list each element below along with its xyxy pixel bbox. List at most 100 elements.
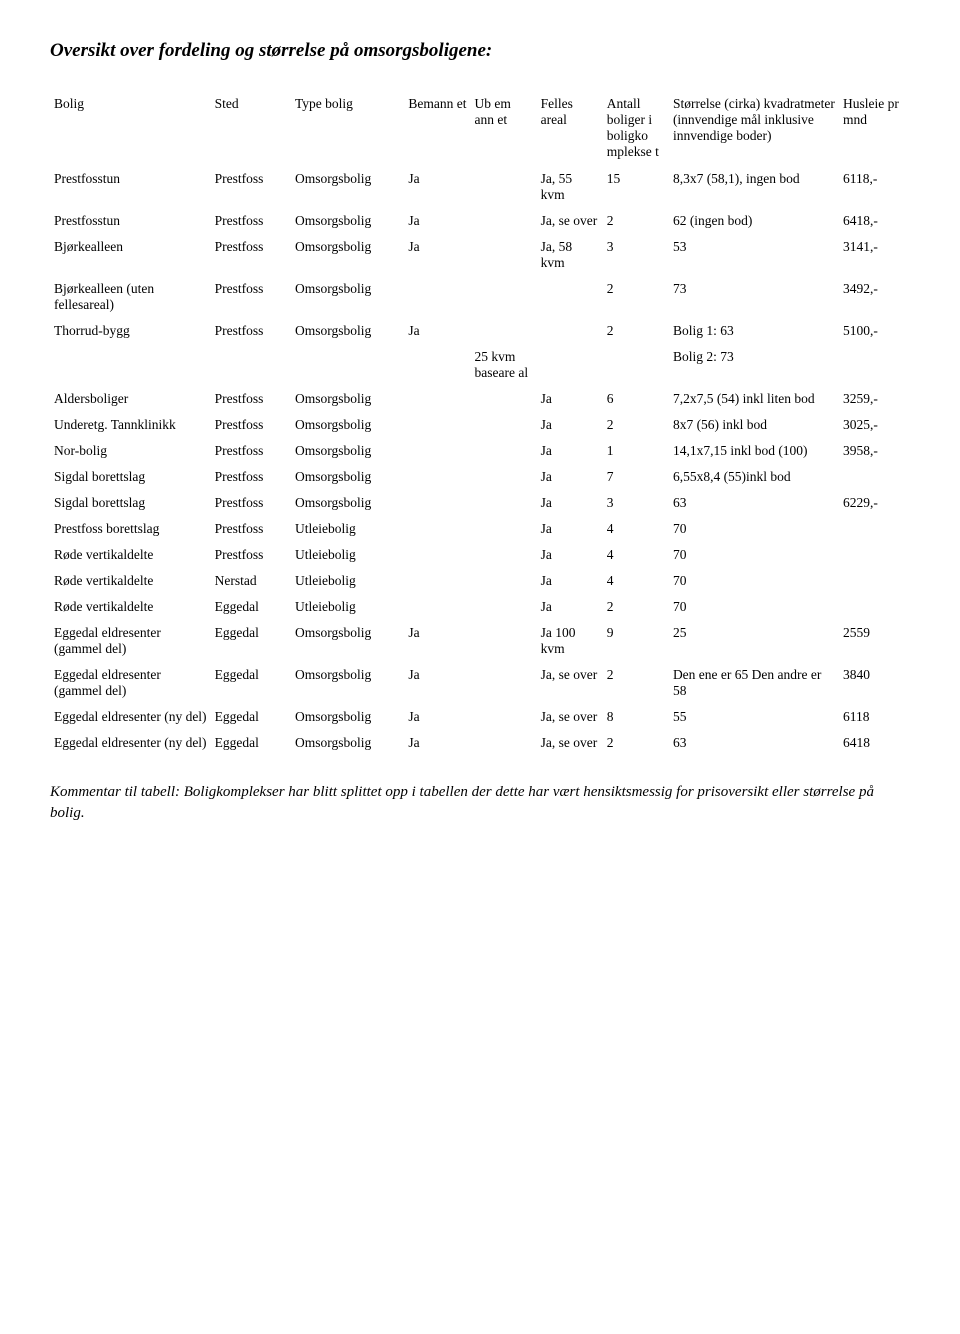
cell-type: Omsorgsbolig: [291, 490, 404, 516]
table-row: Eggedal eldresenter (ny del)EggedalOmsor…: [50, 704, 910, 730]
cell-bemann: Ja: [404, 318, 470, 344]
cell-storrelse: 7,2x7,5 (54) inkl liten bod: [669, 386, 839, 412]
table-row: BjørkealleenPrestfossOmsorgsboligJaJa, 5…: [50, 234, 910, 276]
col-header-antall: Antall boliger i boligko mplekse t: [603, 90, 669, 166]
cell-storrelse: 8x7 (56) inkl bod: [669, 412, 839, 438]
cell-antall: [603, 344, 669, 386]
cell-ub: [471, 412, 537, 438]
cell-antall: 2: [603, 276, 669, 318]
cell-felles: Ja, se over: [537, 704, 603, 730]
cell-bemann: Ja: [404, 730, 470, 756]
cell-sted: Prestfoss: [211, 234, 291, 276]
cell-husleie: 5100,-: [839, 318, 910, 344]
cell-ub: 25 kvm baseare al: [471, 344, 537, 386]
cell-felles: Ja, 58 kvm: [537, 234, 603, 276]
cell-felles: Ja: [537, 516, 603, 542]
col-header-type: Type bolig: [291, 90, 404, 166]
cell-husleie: [839, 464, 910, 490]
cell-type: Omsorgsbolig: [291, 318, 404, 344]
cell-storrelse: Bolig 2: 73: [669, 344, 839, 386]
cell-antall: 2: [603, 318, 669, 344]
cell-bemann: [404, 438, 470, 464]
cell-sted: Eggedal: [211, 730, 291, 756]
cell-antall: 9: [603, 620, 669, 662]
cell-antall: 2: [603, 412, 669, 438]
cell-sted: [211, 344, 291, 386]
col-header-felles: Felles areal: [537, 90, 603, 166]
cell-type: Omsorgsbolig: [291, 386, 404, 412]
cell-ub: [471, 234, 537, 276]
cell-ub: [471, 438, 537, 464]
cell-bolig: Nor-bolig: [50, 438, 211, 464]
cell-sted: Prestfoss: [211, 386, 291, 412]
cell-ub: [471, 166, 537, 208]
table-row: Bjørkealleen (uten fellesareal)Prestfoss…: [50, 276, 910, 318]
cell-sted: Prestfoss: [211, 438, 291, 464]
cell-bolig: Prestfosstun: [50, 166, 211, 208]
table-row: AldersboligerPrestfossOmsorgsboligJa67,2…: [50, 386, 910, 412]
cell-bemann: [404, 412, 470, 438]
cell-antall: 6: [603, 386, 669, 412]
cell-felles: Ja, se over: [537, 730, 603, 756]
cell-husleie: 3492,-: [839, 276, 910, 318]
cell-sted: Eggedal: [211, 594, 291, 620]
cell-storrelse: 6,55x8,4 (55)inkl bod: [669, 464, 839, 490]
cell-sted: Prestfoss: [211, 166, 291, 208]
cell-bolig: Eggedal eldresenter (ny del): [50, 730, 211, 756]
cell-felles: Ja: [537, 490, 603, 516]
cell-bolig: Eggedal eldresenter (ny del): [50, 704, 211, 730]
cell-ub: [471, 318, 537, 344]
cell-felles: Ja 100 kvm: [537, 620, 603, 662]
cell-antall: 2: [603, 662, 669, 704]
cell-husleie: [839, 594, 910, 620]
cell-bolig: Underetg. Tannklinikk: [50, 412, 211, 438]
cell-felles: Ja: [537, 438, 603, 464]
cell-sted: Prestfoss: [211, 542, 291, 568]
cell-husleie: [839, 516, 910, 542]
cell-antall: 8: [603, 704, 669, 730]
cell-ub: [471, 662, 537, 704]
table-row: Eggedal eldresenter (gammel del)EggedalO…: [50, 620, 910, 662]
cell-felles: [537, 276, 603, 318]
cell-sted: Eggedal: [211, 662, 291, 704]
cell-husleie: 6118: [839, 704, 910, 730]
cell-husleie: 3025,-: [839, 412, 910, 438]
cell-type: Omsorgsbolig: [291, 208, 404, 234]
cell-storrelse: 62 (ingen bod): [669, 208, 839, 234]
cell-storrelse: 70: [669, 568, 839, 594]
table-header-row: Bolig Sted Type bolig Bemann et Ub em an…: [50, 90, 910, 166]
cell-bemann: Ja: [404, 234, 470, 276]
cell-husleie: 3141,-: [839, 234, 910, 276]
cell-ub: [471, 464, 537, 490]
cell-bolig: Bjørkealleen: [50, 234, 211, 276]
cell-bemann: [404, 490, 470, 516]
cell-storrelse: 25: [669, 620, 839, 662]
cell-storrelse: 70: [669, 594, 839, 620]
cell-felles: Ja, se over: [537, 662, 603, 704]
cell-felles: Ja: [537, 386, 603, 412]
cell-ub: [471, 276, 537, 318]
cell-storrelse: 63: [669, 490, 839, 516]
cell-bemann: [404, 276, 470, 318]
cell-sted: Prestfoss: [211, 318, 291, 344]
cell-type: Utleiebolig: [291, 542, 404, 568]
col-header-storrelse: Størrelse (cirka) kvadratmeter (innvendi…: [669, 90, 839, 166]
cell-type: Utleiebolig: [291, 568, 404, 594]
table-row: PrestfosstunPrestfossOmsorgsboligJaJa, s…: [50, 208, 910, 234]
cell-ub: [471, 386, 537, 412]
cell-type: Omsorgsbolig: [291, 438, 404, 464]
cell-storrelse: 73: [669, 276, 839, 318]
cell-felles: Ja: [537, 568, 603, 594]
cell-bemann: Ja: [404, 208, 470, 234]
cell-husleie: 6118,-: [839, 166, 910, 208]
table-row: PrestfosstunPrestfossOmsorgsboligJaJa, 5…: [50, 166, 910, 208]
cell-ub: [471, 594, 537, 620]
cell-bemann: [404, 386, 470, 412]
cell-husleie: 6418,-: [839, 208, 910, 234]
cell-bemann: [404, 344, 470, 386]
cell-storrelse: 70: [669, 516, 839, 542]
cell-husleie: 3840: [839, 662, 910, 704]
cell-felles: Ja: [537, 542, 603, 568]
cell-ub: [471, 516, 537, 542]
cell-felles: Ja: [537, 464, 603, 490]
